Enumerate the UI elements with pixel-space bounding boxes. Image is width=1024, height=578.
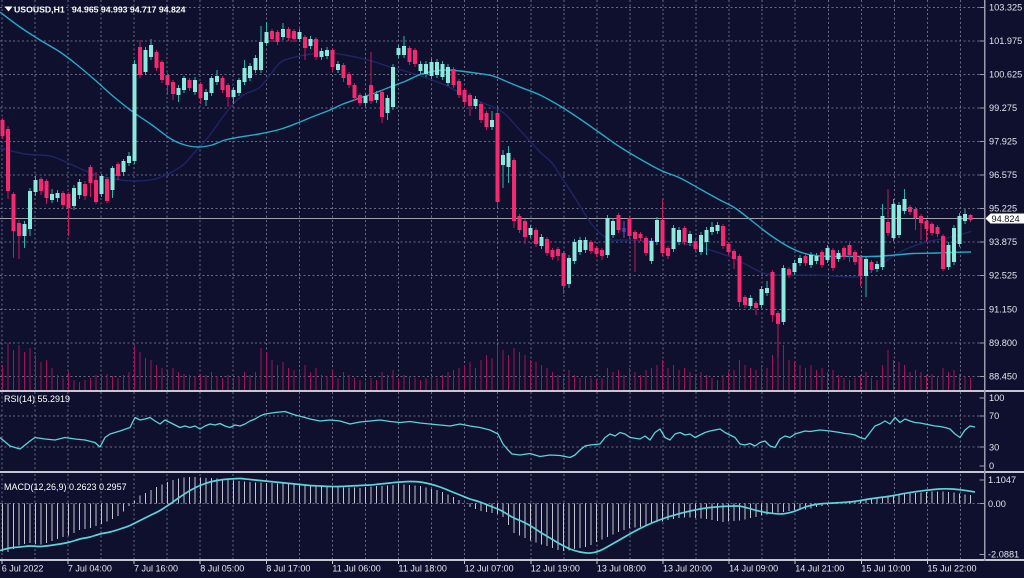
svg-text:13 Jul 20:00: 13 Jul 20:00 (663, 564, 712, 574)
svg-text:14 Jul 09:00: 14 Jul 09:00 (729, 564, 778, 574)
svg-text:12 Jul 07:00: 12 Jul 07:00 (465, 564, 514, 574)
svg-text:30: 30 (989, 442, 999, 452)
svg-text:14 Jul 21:00: 14 Jul 21:00 (795, 564, 844, 574)
svg-text:101.975: 101.975 (989, 36, 1022, 46)
svg-text:6 Jul 2022: 6 Jul 2022 (2, 564, 44, 574)
svg-text:13 Jul 08:00: 13 Jul 08:00 (597, 564, 646, 574)
svg-text:103.325: 103.325 (989, 3, 1022, 13)
svg-text:8 Jul 17:00: 8 Jul 17:00 (266, 564, 310, 574)
svg-text:89.800: 89.800 (989, 338, 1017, 348)
svg-text:-2.0881: -2.0881 (988, 550, 1019, 560)
svg-text:MACD(12,26,9) 0.2623 0.2957: MACD(12,26,9) 0.2623 0.2957 (4, 482, 127, 492)
svg-text:100: 100 (989, 393, 1004, 403)
svg-text:93.875: 93.875 (989, 237, 1017, 247)
svg-text:7 Jul 04:00: 7 Jul 04:00 (68, 564, 112, 574)
svg-text:95.225: 95.225 (989, 204, 1017, 214)
svg-text:91.150: 91.150 (989, 305, 1017, 315)
svg-text:100.625: 100.625 (989, 70, 1022, 80)
svg-text:70: 70 (989, 411, 999, 421)
svg-text:96.575: 96.575 (989, 170, 1017, 180)
svg-text:0.00: 0.00 (988, 499, 1006, 509)
svg-text:USOUSD,H1 94.965 94.993 94.7: USOUSD,H1 94.965 94.993 94.717 94.824 (14, 5, 186, 15)
svg-text:92.525: 92.525 (989, 271, 1017, 281)
svg-text:11 Jul 06:00: 11 Jul 06:00 (332, 564, 380, 574)
svg-text:99.275: 99.275 (989, 103, 1017, 113)
svg-text:11 Jul 18:00: 11 Jul 18:00 (399, 564, 447, 574)
svg-text:8 Jul 05:00: 8 Jul 05:00 (200, 564, 244, 574)
svg-text:15 Jul 10:00: 15 Jul 10:00 (861, 564, 910, 574)
svg-text:15 Jul 22:00: 15 Jul 22:00 (928, 564, 977, 574)
svg-text:12 Jul 19:00: 12 Jul 19:00 (531, 564, 580, 574)
svg-text:7 Jul 16:00: 7 Jul 16:00 (134, 564, 178, 574)
svg-text:RSI(14) 55.2919: RSI(14) 55.2919 (4, 394, 70, 404)
svg-text:94.824: 94.824 (992, 214, 1020, 224)
svg-text:1.1047: 1.1047 (988, 475, 1016, 485)
svg-text:97.925: 97.925 (989, 137, 1017, 147)
svg-text:0: 0 (989, 461, 994, 471)
svg-text:88.450: 88.450 (989, 372, 1017, 382)
